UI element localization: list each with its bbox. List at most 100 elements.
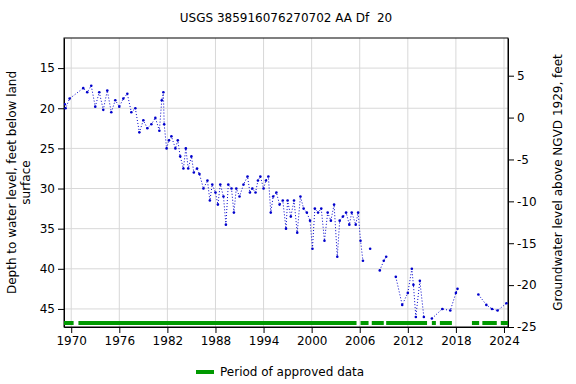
data-point	[314, 207, 317, 210]
tick: 1982	[153, 327, 184, 348]
data-point	[412, 284, 415, 287]
data-point	[415, 316, 418, 319]
approved-period	[472, 321, 479, 325]
data-point	[233, 211, 236, 214]
tick-label: 5	[517, 69, 525, 83]
data-point	[309, 219, 312, 222]
tick: 0	[508, 111, 525, 125]
data-point	[163, 123, 166, 126]
x-axis: 1970197619821988199420002006201220182024	[56, 327, 519, 348]
tick-mark	[58, 68, 64, 69]
tick-mark	[508, 76, 514, 77]
axis-line	[508, 39, 509, 328]
data-point	[505, 302, 508, 305]
tick-mark	[215, 327, 216, 333]
data-point	[278, 203, 281, 206]
data-point	[411, 267, 414, 270]
data-point	[202, 187, 205, 190]
data-point	[323, 239, 326, 242]
data-point	[182, 167, 185, 170]
tick-label: 40	[40, 262, 55, 276]
tick-mark	[508, 118, 514, 119]
data-point	[254, 191, 257, 194]
data-point	[196, 167, 199, 170]
data-point	[209, 199, 212, 202]
data-point	[187, 167, 190, 170]
data-point	[158, 129, 161, 132]
data-point	[211, 183, 214, 186]
grid-line	[64, 228, 508, 229]
data-point	[272, 195, 275, 198]
data-point	[394, 276, 397, 279]
data-point	[456, 288, 459, 291]
approved-period	[64, 321, 74, 325]
data-point	[257, 179, 260, 182]
data-point	[122, 97, 125, 100]
data-point	[251, 187, 254, 190]
grid	[64, 38, 508, 327]
data-point	[214, 191, 217, 194]
data-point	[342, 215, 345, 218]
grid-line	[359, 38, 360, 327]
data-point	[206, 179, 209, 182]
grid-line	[263, 38, 264, 327]
data-point	[267, 175, 270, 178]
series-line	[65, 86, 507, 319]
data-point	[193, 171, 196, 174]
data-point	[222, 195, 225, 198]
grid-line	[64, 268, 508, 269]
tick-mark	[71, 327, 72, 333]
y-axis-title: surface	[19, 160, 33, 204]
data-point	[174, 147, 177, 150]
tick: -20	[508, 278, 537, 292]
data-point	[130, 111, 133, 114]
tick-label: 20	[40, 102, 55, 116]
data-point	[138, 131, 141, 134]
data-point	[265, 179, 268, 182]
tick: 5	[508, 69, 525, 83]
data-point	[423, 316, 426, 319]
grid-line	[215, 38, 216, 327]
grid-line	[64, 68, 508, 69]
data-point	[485, 304, 488, 307]
tick-mark	[58, 189, 64, 190]
tick-mark	[456, 327, 457, 333]
data-point	[86, 91, 89, 94]
data-point	[441, 308, 444, 311]
data-point	[179, 155, 182, 158]
tick-label: 35	[40, 222, 55, 236]
data-point	[330, 219, 333, 222]
grid-line	[119, 38, 120, 327]
grid-line	[71, 38, 72, 327]
data-point	[449, 309, 452, 312]
data-point	[369, 247, 372, 250]
tick-label: 1988	[201, 334, 232, 348]
tick: 25	[40, 142, 64, 156]
data-point	[290, 215, 293, 218]
data-point	[68, 97, 71, 100]
tick-mark	[119, 327, 120, 333]
approved-period	[78, 321, 356, 325]
tick: -15	[508, 237, 537, 251]
tick: 1970	[56, 327, 87, 348]
tick: -5	[508, 153, 529, 167]
data-point	[362, 259, 365, 262]
tick-mark	[264, 327, 265, 333]
axis-line	[64, 39, 65, 328]
data-point	[299, 195, 302, 198]
data-point	[311, 247, 314, 250]
data-point	[102, 109, 105, 112]
data-point	[185, 147, 188, 150]
data-point	[338, 219, 341, 222]
data-point	[154, 117, 157, 120]
data-point	[477, 293, 480, 296]
grid-line	[167, 38, 168, 327]
tick-mark	[58, 269, 64, 270]
data-point	[293, 199, 296, 202]
tick-mark	[58, 229, 64, 230]
title: USGS 385916076270702 AA Df 20	[180, 11, 392, 25]
data-point	[198, 173, 201, 176]
grid-line	[407, 38, 408, 327]
data-point	[491, 308, 494, 311]
grid-line	[64, 308, 508, 309]
